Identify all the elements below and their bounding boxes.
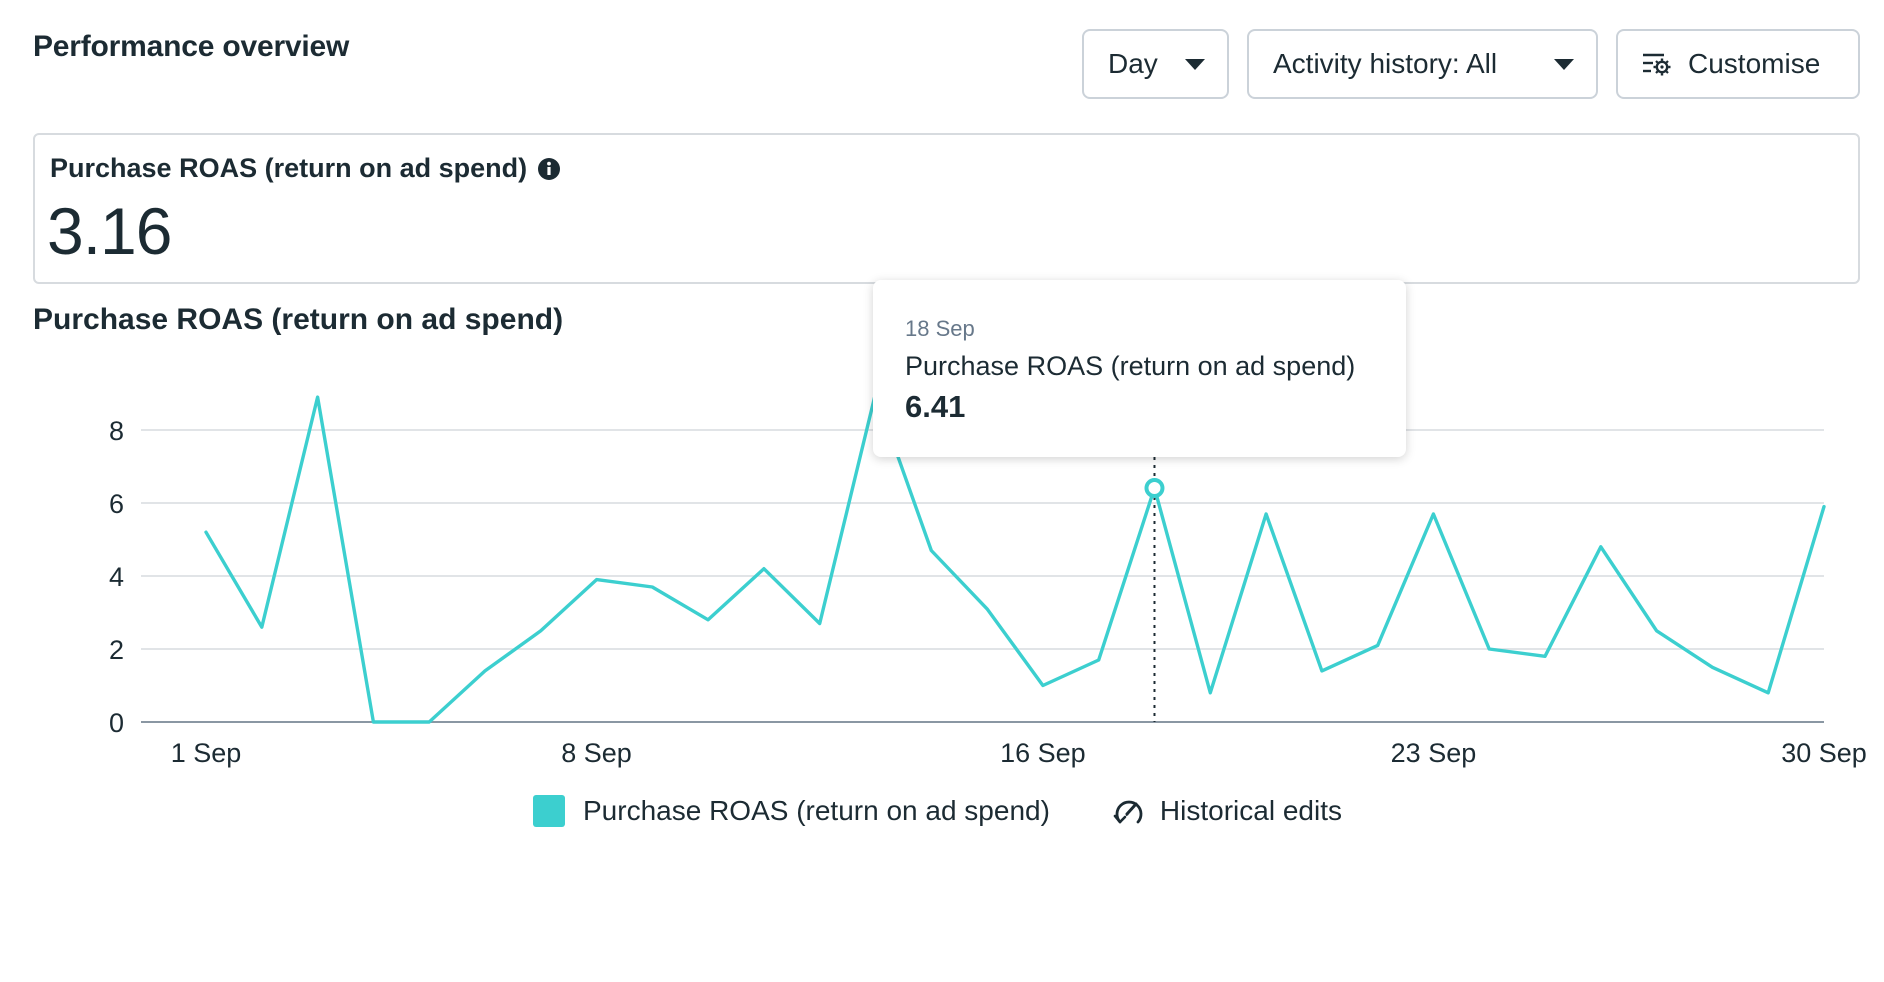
x-tick-label: 16 Sep <box>1000 738 1086 768</box>
metric-label: Purchase ROAS (return on ad spend) <box>50 153 528 183</box>
tooltip-series-label: Purchase ROAS (return on ad spend) <box>905 351 1356 381</box>
caret-down-icon <box>1554 58 1574 70</box>
legend-historical-label: Historical edits <box>1159 795 1342 826</box>
chart-series <box>204 391 1826 724</box>
info-icon[interactable] <box>537 157 561 181</box>
chart-legend: Purchase ROAS (return on ad spend) Histo… <box>533 795 1342 827</box>
customise-button[interactable]: Customise <box>1616 29 1860 99</box>
y-tick-label: 6 <box>109 489 124 519</box>
chart-grid <box>141 429 1824 723</box>
legend-item-series[interactable]: Purchase ROAS (return on ad spend) <box>533 795 1050 827</box>
day-dropdown-button[interactable]: Day <box>1082 29 1229 99</box>
y-tick-label: 0 <box>109 708 124 738</box>
y-tick-label: 4 <box>109 562 124 592</box>
legend-series-label: Purchase ROAS (return on ad spend) <box>583 795 1050 826</box>
legend-item-historical-edits[interactable]: Historical edits <box>1112 795 1342 827</box>
tooltip-value: 6.41 <box>905 389 966 424</box>
x-tick-label: 23 Sep <box>1391 738 1477 768</box>
customise-icon <box>1642 51 1672 77</box>
caret-down-icon <box>1185 58 1205 70</box>
x-tick-label: 30 Sep <box>1781 738 1867 768</box>
x-tick-label: 1 Sep <box>171 738 242 768</box>
tooltip-date: 18 Sep <box>905 316 975 341</box>
page-title: Performance overview <box>33 30 350 63</box>
metric-card[interactable]: Purchase ROAS (return on ad spend) 3.16 <box>33 133 1860 284</box>
hover-point <box>1144 478 1165 499</box>
legend-swatch <box>533 795 565 827</box>
metric-label-row: Purchase ROAS (return on ad spend) <box>50 153 561 184</box>
chart-tooltip: 18 Sep Purchase ROAS (return on ad spend… <box>873 280 1406 457</box>
series-line <box>204 391 1826 724</box>
historical-edits-icon <box>1112 795 1146 827</box>
metric-value: 3.16 <box>47 194 172 268</box>
x-tick-label: 8 Sep <box>561 738 632 768</box>
chart-title: Purchase ROAS (return on ad spend) <box>33 303 564 336</box>
chart-highlight <box>1144 457 1165 722</box>
y-tick-label: 2 <box>109 635 124 665</box>
y-axis: 0 2 4 6 8 <box>109 416 124 738</box>
y-tick-label: 8 <box>109 416 124 446</box>
customise-label: Customise <box>1688 48 1821 79</box>
activity-history-dropdown-button[interactable]: Activity history: All <box>1247 29 1598 99</box>
day-dropdown-label: Day <box>1108 48 1158 79</box>
activity-history-label: Activity history: All <box>1273 48 1498 79</box>
x-axis: 1 Sep 8 Sep 16 Sep 23 Sep 30 Sep <box>171 738 1867 768</box>
